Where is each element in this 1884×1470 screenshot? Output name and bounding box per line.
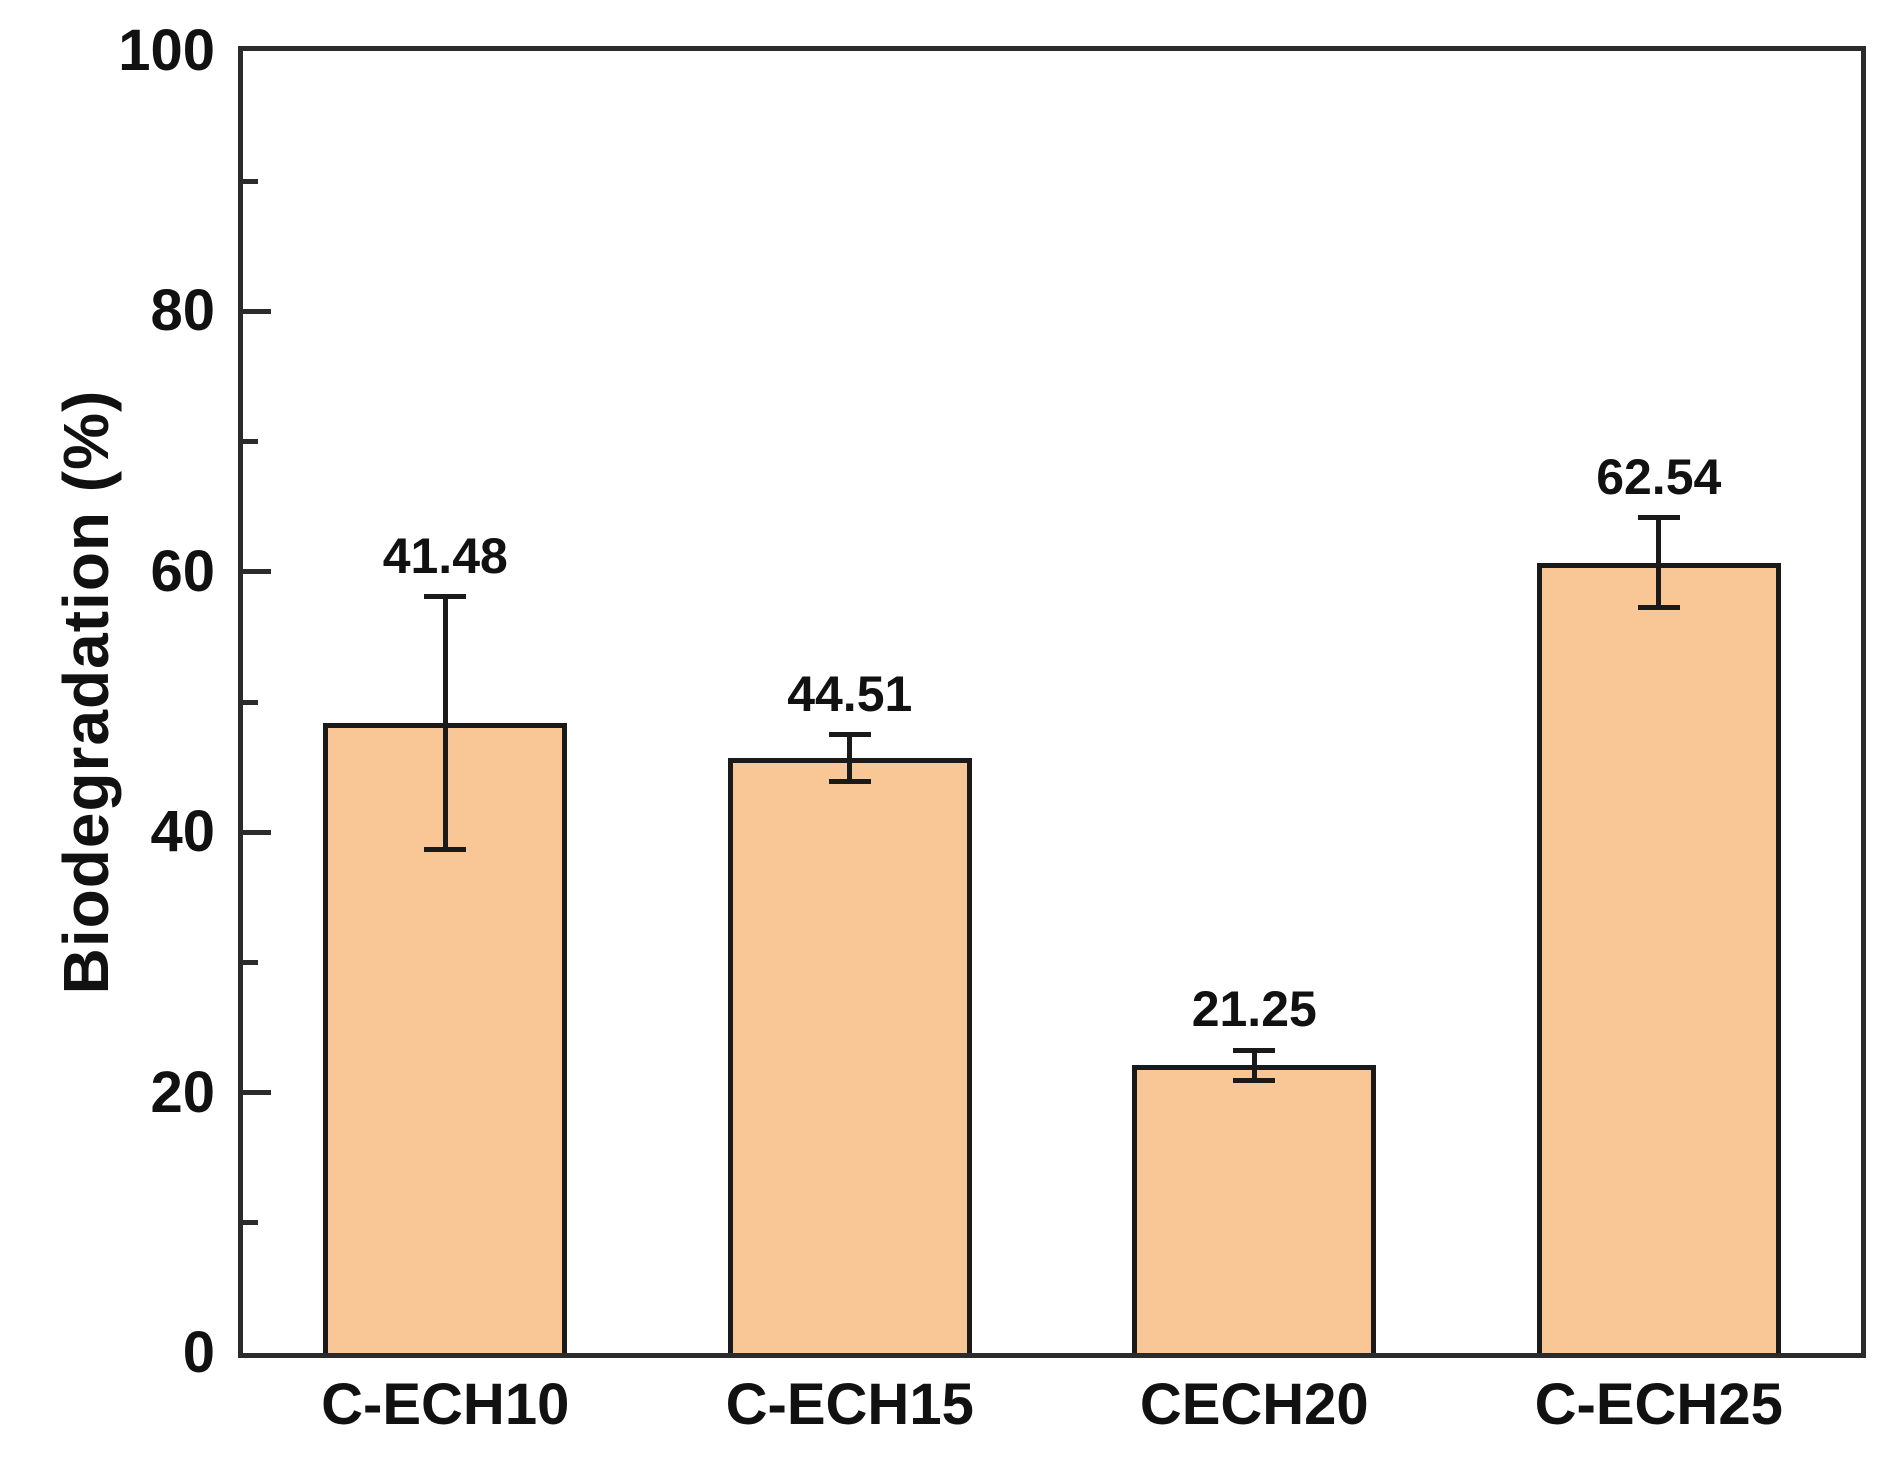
error-bar-cap-top	[828, 732, 871, 738]
error-bar-cap-bottom	[828, 778, 871, 784]
y-major-tick	[243, 308, 271, 314]
value-label-cech20: 21.25	[1191, 981, 1317, 1038]
error-bar-line	[442, 596, 448, 850]
error-bar-line	[1251, 1050, 1257, 1081]
y-tick-label: 80	[150, 278, 215, 344]
error-bar-line	[1656, 517, 1662, 608]
error-bar-cap-top	[1637, 515, 1680, 521]
value-label-c-ech25: 62.54	[1596, 448, 1722, 505]
bar-cech20	[1132, 1065, 1377, 1353]
y-minor-tick	[243, 959, 258, 965]
y-tick-label: 40	[150, 799, 215, 865]
y-minor-tick	[243, 178, 258, 184]
y-minor-tick	[243, 699, 258, 705]
y-tick-label: 100	[118, 18, 215, 83]
y-minor-tick	[243, 1220, 258, 1226]
plot-area	[238, 46, 1866, 1358]
y-tick-label: 20	[150, 1059, 215, 1125]
error-bar-cap-bottom	[1637, 605, 1680, 611]
y-tick-label: 60	[150, 538, 215, 604]
category-label-c-ech10: C-ECH10	[321, 1372, 570, 1437]
category-label-c-ech25: C-ECH25	[1534, 1372, 1783, 1437]
error-bar-cap-bottom	[1233, 1077, 1276, 1083]
category-label-c-ech15: C-ECH15	[725, 1372, 974, 1437]
bar-c-ech15	[727, 757, 972, 1353]
y-major-tick	[243, 1090, 271, 1096]
value-label-c-ech15: 44.51	[787, 665, 913, 722]
error-bar-cap-top	[1233, 1047, 1276, 1053]
error-bar-cap-bottom	[424, 846, 467, 852]
y-major-tick	[243, 829, 271, 835]
bar-c-ech25	[1536, 562, 1781, 1353]
y-minor-tick	[243, 439, 258, 445]
error-bar-cap-top	[424, 594, 467, 600]
value-label-c-ech10: 41.48	[382, 527, 508, 584]
y-tick-label: 0	[182, 1320, 215, 1385]
bar-c-ech10	[323, 722, 568, 1353]
y-axis-title: Biodegradation (%)	[50, 389, 122, 995]
category-label-cech20: CECH20	[1139, 1372, 1369, 1437]
error-bar-line	[847, 734, 853, 782]
y-major-tick	[243, 569, 271, 575]
